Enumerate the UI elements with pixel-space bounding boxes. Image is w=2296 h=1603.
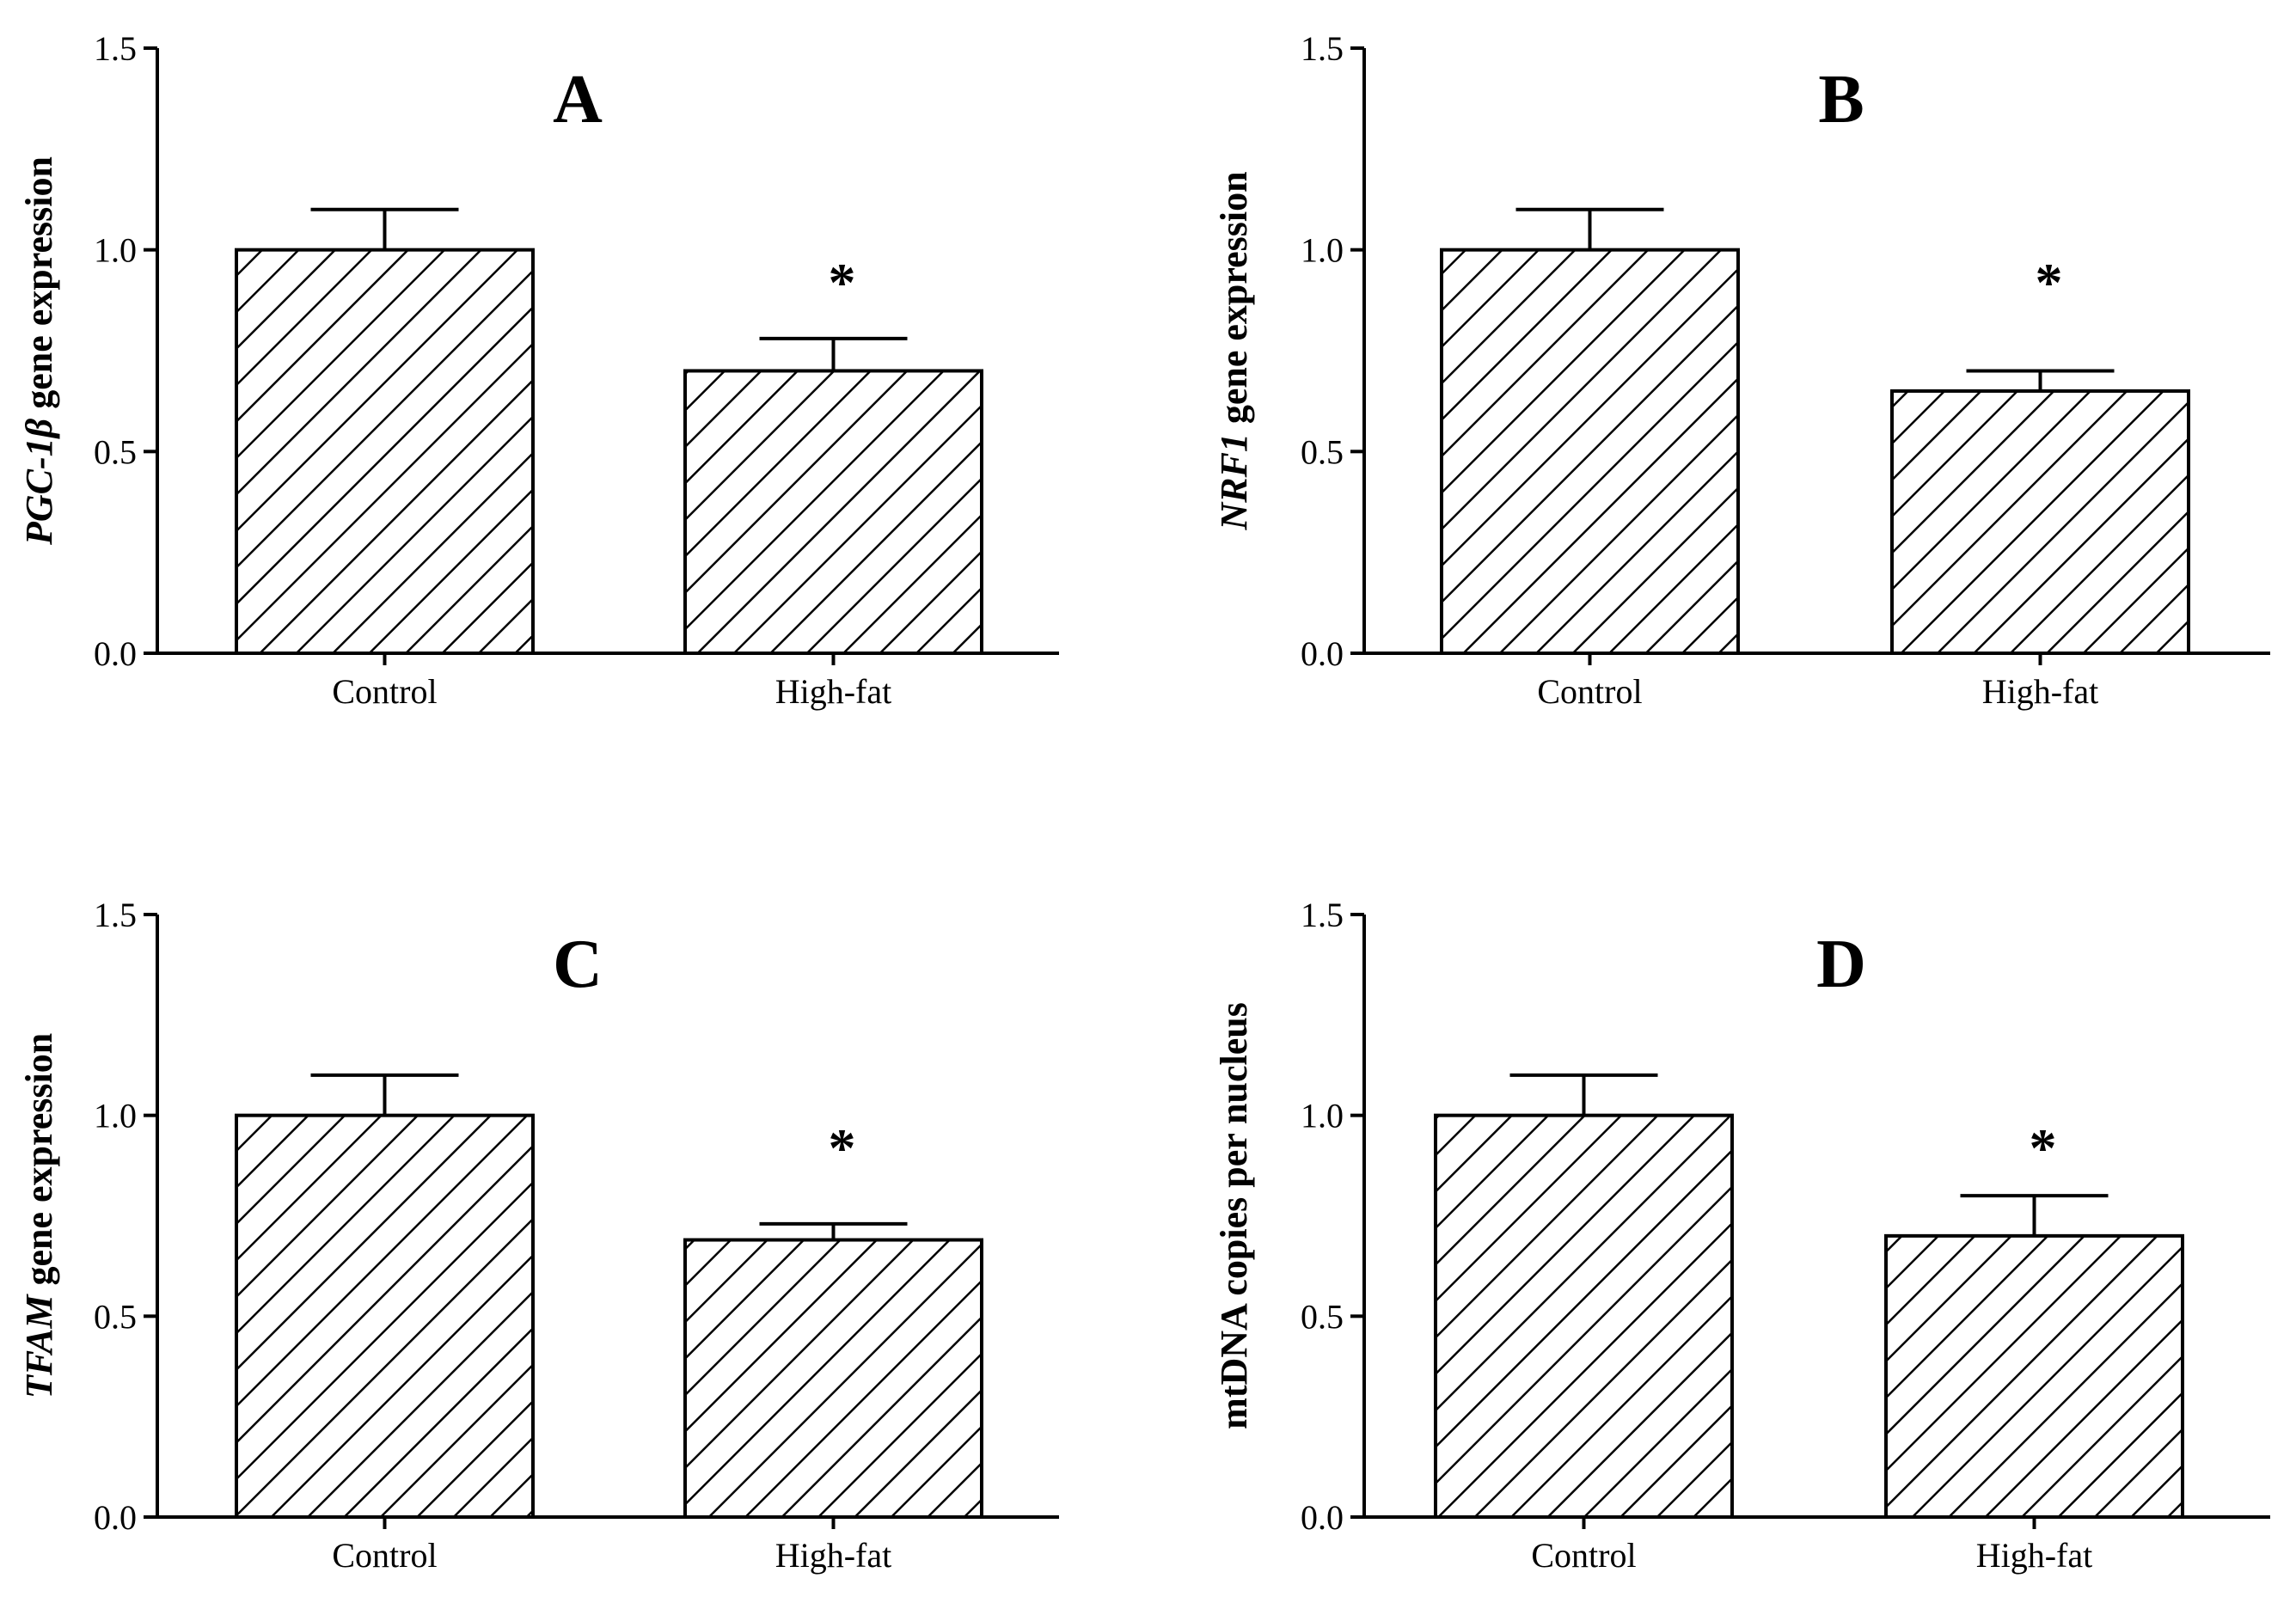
bar-control — [1434, 1113, 1734, 1519]
y-tick-label: 1.0 — [1301, 1097, 1344, 1135]
bar-high-fat — [1884, 1233, 2184, 1520]
y-tick-label: 0.0 — [94, 1498, 137, 1537]
bar-control — [1440, 248, 1740, 655]
y-axis-label-gene: PGC-1β — [18, 418, 60, 546]
y-tick-label: 0.0 — [1301, 634, 1344, 673]
category-label: High-fat — [775, 672, 892, 711]
category-label: High-fat — [1976, 1536, 2093, 1575]
y-axis-label: PGC-1β gene expression — [18, 156, 60, 546]
y-axis-label-text: gene expression — [18, 156, 60, 419]
panel-b: 0.0 0.5 1.0 1.5 Control High-fat * B NRF1 gene e… — [1213, 29, 2270, 711]
y-tick-label: 0.5 — [94, 432, 137, 471]
y-tick-label: 1.0 — [94, 1097, 137, 1135]
panel-letter: A — [553, 62, 603, 138]
bar-control — [235, 248, 535, 655]
y-tick-label: 1.5 — [94, 896, 137, 934]
category-label: Control — [1531, 1536, 1636, 1575]
y-tick-label: 1.5 — [94, 29, 137, 68]
y-axis-label-text: gene expression — [18, 1033, 60, 1295]
category-label: Control — [332, 1536, 437, 1575]
bar-high-fat — [683, 369, 983, 655]
y-axis-label: TFAM gene expression — [18, 1033, 60, 1398]
y-tick-label: 1.0 — [1301, 231, 1344, 270]
y-tick-label: 0.0 — [1301, 1498, 1344, 1537]
y-axis-label: mtDNA copies per nucleus — [1213, 1002, 1255, 1429]
y-tick-label: 0.0 — [94, 634, 137, 673]
category-label: High-fat — [1982, 672, 2099, 711]
y-axis-label-text: mtDNA copies per nucleus — [1213, 1002, 1255, 1429]
significance-asterisk: * — [829, 1117, 856, 1178]
y-axis-label-text: gene expression — [1213, 171, 1255, 433]
significance-asterisk: * — [2036, 252, 2063, 313]
y-axis-label-gene: NRF1 — [1213, 433, 1255, 530]
category-label: High-fat — [775, 1536, 892, 1575]
y-tick-label: 1.0 — [94, 231, 137, 270]
y-tick-label: 1.5 — [1301, 896, 1344, 934]
category-label: Control — [1537, 672, 1642, 711]
bar-control — [235, 1113, 535, 1519]
bar-high-fat — [1890, 389, 2190, 655]
y-axis-label-gene: TFAM — [18, 1294, 60, 1399]
panel-letter: B — [1818, 62, 1864, 138]
y-tick-label: 0.5 — [94, 1297, 137, 1336]
y-axis-label: NRF1 gene expression — [1213, 171, 1255, 530]
y-tick-label: 1.5 — [1301, 29, 1344, 68]
category-label: Control — [332, 672, 437, 711]
panel-letter: D — [1816, 927, 1866, 1002]
y-tick-label: 0.5 — [1301, 1297, 1344, 1336]
panel-c: 0.0 0.5 1.0 1.5 Control High-fat * C TFAM gene e… — [18, 896, 1059, 1575]
significance-asterisk: * — [829, 252, 856, 313]
panel-letter: C — [553, 927, 603, 1002]
y-tick-label: 0.5 — [1301, 432, 1344, 471]
significance-asterisk: * — [2030, 1117, 2057, 1178]
bar-high-fat — [683, 1238, 983, 1520]
panel-a: 0.0 0.5 1.0 1.5 Control High-fat * A PGC-1β gene… — [18, 29, 1059, 711]
